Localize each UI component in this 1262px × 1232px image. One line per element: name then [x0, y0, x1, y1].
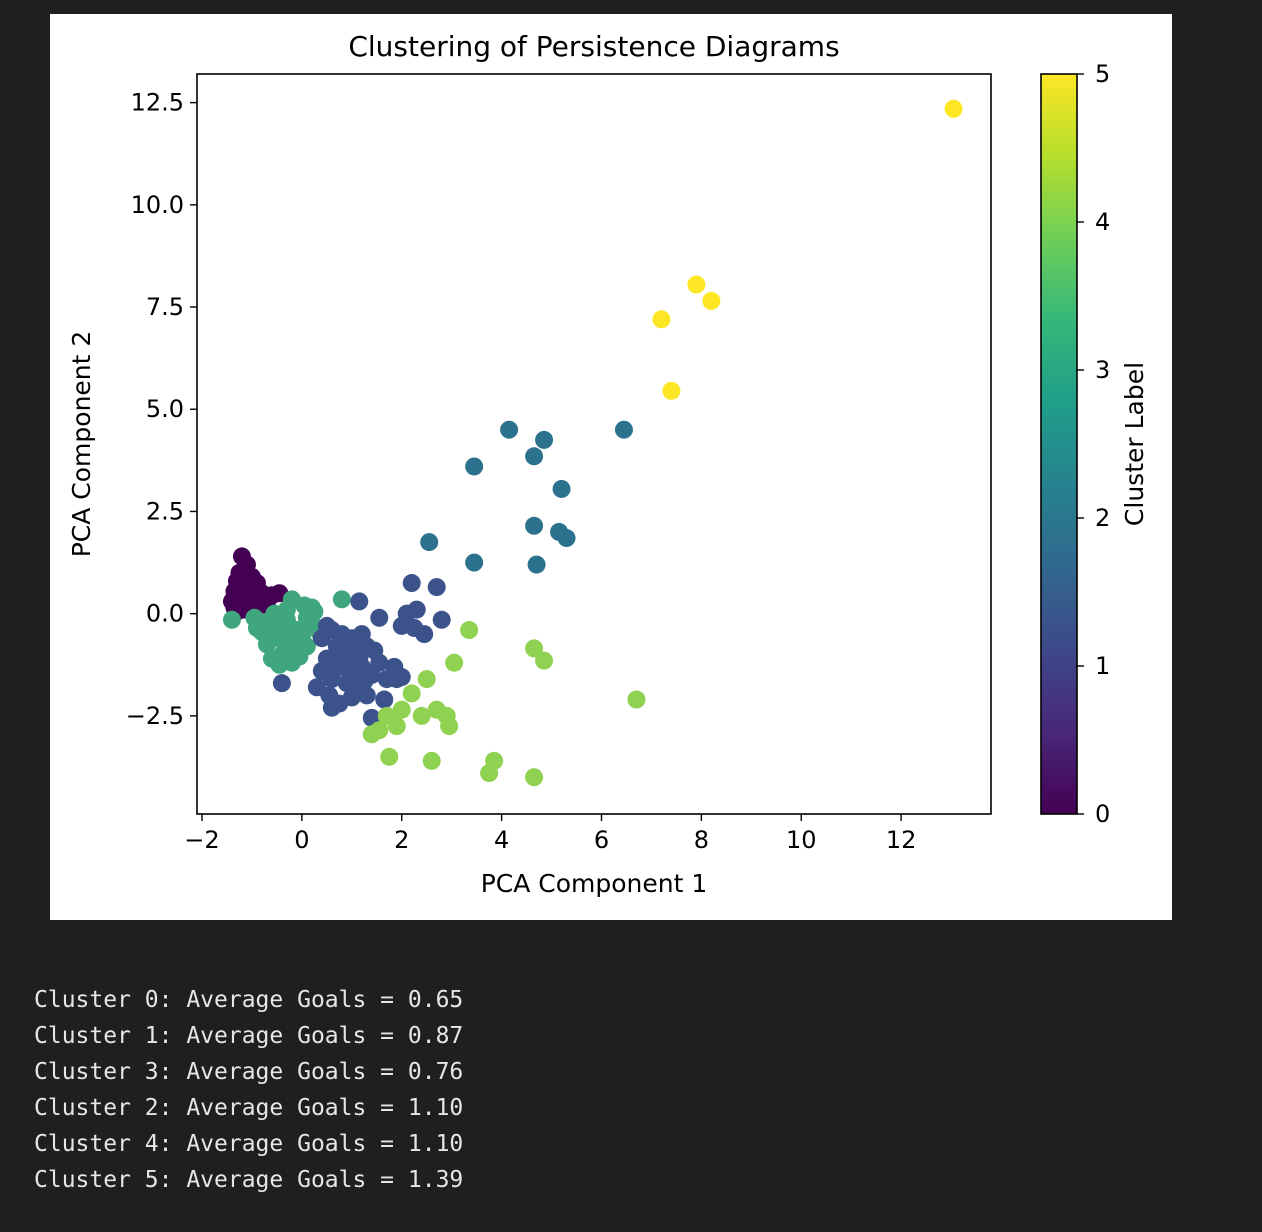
data-point-cluster-0 [232, 580, 251, 599]
data-point-cluster-5 [702, 291, 721, 310]
y-tick-label: 5.0 [146, 395, 184, 423]
data-point-cluster-3 [265, 604, 284, 623]
data-point-cluster-2 [535, 430, 554, 449]
data-point-cluster-3 [257, 635, 276, 654]
x-tick-label: −2 [184, 826, 219, 854]
data-point-cluster-2 [420, 533, 439, 552]
output-line: Cluster 2: Average Goals = 1.10 [34, 1095, 464, 1121]
data-point-cluster-1 [375, 690, 394, 709]
data-point-cluster-1 [432, 610, 451, 629]
y-tick-label: 12.5 [131, 89, 184, 117]
data-point-cluster-2 [465, 457, 484, 476]
data-point-cluster-1 [325, 653, 344, 672]
colorbar-tick-label: 3 [1095, 356, 1110, 384]
colorbar-tick-label: 4 [1095, 208, 1110, 236]
data-point-cluster-3 [280, 623, 299, 642]
x-tick-label: 6 [594, 826, 609, 854]
x-tick-label: 2 [394, 826, 409, 854]
data-point-cluster-2 [525, 516, 544, 535]
y-tick-label: 0.0 [146, 600, 184, 628]
cell-output: Cluster 0: Average Goals = 0.65 Cluster … [34, 982, 463, 1198]
output-line: Cluster 1: Average Goals = 0.87 [34, 1023, 464, 1049]
data-point-cluster-1 [402, 574, 421, 593]
data-point-cluster-1 [350, 649, 369, 668]
data-point-cluster-4 [445, 653, 464, 672]
data-point-cluster-4 [402, 684, 421, 703]
data-point-cluster-3 [297, 608, 316, 627]
x-tick-label: 12 [886, 826, 917, 854]
y-tick-label: 2.5 [146, 497, 184, 525]
output-line: Cluster 4: Average Goals = 1.10 [34, 1131, 464, 1157]
data-point-cluster-5 [652, 310, 671, 329]
data-point-cluster-4 [535, 651, 554, 670]
y-tick-label: −2.5 [126, 702, 184, 730]
data-point-cluster-1 [365, 641, 384, 660]
data-point-cluster-2 [500, 420, 519, 439]
data-point-cluster-1 [427, 578, 446, 597]
data-point-cluster-4 [440, 717, 459, 736]
data-point-cluster-1 [357, 686, 376, 705]
data-point-cluster-4 [525, 768, 544, 787]
data-point-cluster-4 [525, 639, 544, 658]
data-point-cluster-2 [614, 420, 633, 439]
y-tick-label: 10.0 [131, 191, 184, 219]
data-point-cluster-2 [465, 553, 484, 572]
data-point-cluster-1 [322, 670, 341, 689]
data-point-cluster-4 [480, 764, 499, 783]
y-tick-label: 7.5 [146, 293, 184, 321]
plot-frame [196, 73, 992, 815]
data-point-cluster-4 [412, 706, 431, 725]
data-point-cluster-4 [380, 747, 399, 766]
colorbar-tick-label: 2 [1095, 504, 1110, 532]
data-point-cluster-4 [387, 717, 406, 736]
data-point-cluster-5 [944, 99, 963, 118]
data-point-cluster-1 [392, 668, 411, 687]
colorbar-label: Cluster Label [1120, 362, 1149, 526]
x-tick-label: 10 [786, 826, 817, 854]
data-point-cluster-4 [422, 751, 441, 770]
output-line: Cluster 3: Average Goals = 0.76 [34, 1059, 464, 1085]
colorbar-tick-label: 0 [1095, 800, 1110, 828]
data-point-cluster-4 [417, 670, 436, 689]
data-point-cluster-1 [342, 688, 361, 707]
data-point-cluster-2 [527, 555, 546, 574]
data-point-cluster-5 [687, 275, 706, 294]
x-tick-label: 8 [694, 826, 709, 854]
output-line: Cluster 0: Average Goals = 0.65 [34, 987, 464, 1013]
data-point-cluster-1 [317, 616, 336, 635]
data-point-cluster-1 [322, 698, 341, 717]
data-point-cluster-3 [290, 647, 309, 666]
data-point-cluster-2 [557, 529, 576, 548]
data-point-cluster-1 [415, 625, 434, 644]
data-point-cluster-4 [627, 690, 646, 709]
data-point-cluster-3 [247, 618, 266, 637]
data-point-cluster-2 [525, 447, 544, 466]
scatter-figure: Clustering of Persistence Diagrams −2 0 2 4 6… [50, 14, 1172, 920]
data-point-cluster-2 [552, 479, 571, 498]
x-tick-label: 4 [494, 826, 509, 854]
colorbar [1040, 73, 1078, 815]
chart-title: Clustering of Persistence Diagrams [348, 30, 839, 63]
x-axis-label: PCA Component 1 [481, 869, 708, 898]
scatter-chart: Clustering of Persistence Diagrams −2 0 2 4 6… [67, 30, 1149, 898]
data-point-cluster-3 [222, 610, 241, 629]
data-point-cluster-4 [362, 725, 381, 744]
x-tick-label: 0 [294, 826, 309, 854]
data-point-cluster-3 [332, 590, 351, 609]
data-point-cluster-1 [370, 608, 389, 627]
output-line: Cluster 5: Average Goals = 1.39 [34, 1167, 464, 1193]
data-point-cluster-1 [355, 672, 374, 691]
data-point-cluster-0 [247, 574, 266, 593]
data-point-cluster-1 [272, 674, 291, 693]
data-point-cluster-1 [350, 592, 369, 611]
colorbar-tick-label: 1 [1095, 652, 1110, 680]
data-point-cluster-1 [335, 633, 354, 652]
data-point-cluster-5 [662, 381, 681, 400]
data-point-cluster-4 [460, 621, 479, 640]
data-point-cluster-3 [270, 655, 289, 674]
data-point-cluster-4 [392, 700, 411, 719]
data-point-cluster-1 [407, 600, 426, 619]
colorbar-tick-label: 5 [1095, 60, 1110, 88]
y-axis-label: PCA Component 2 [67, 331, 96, 558]
